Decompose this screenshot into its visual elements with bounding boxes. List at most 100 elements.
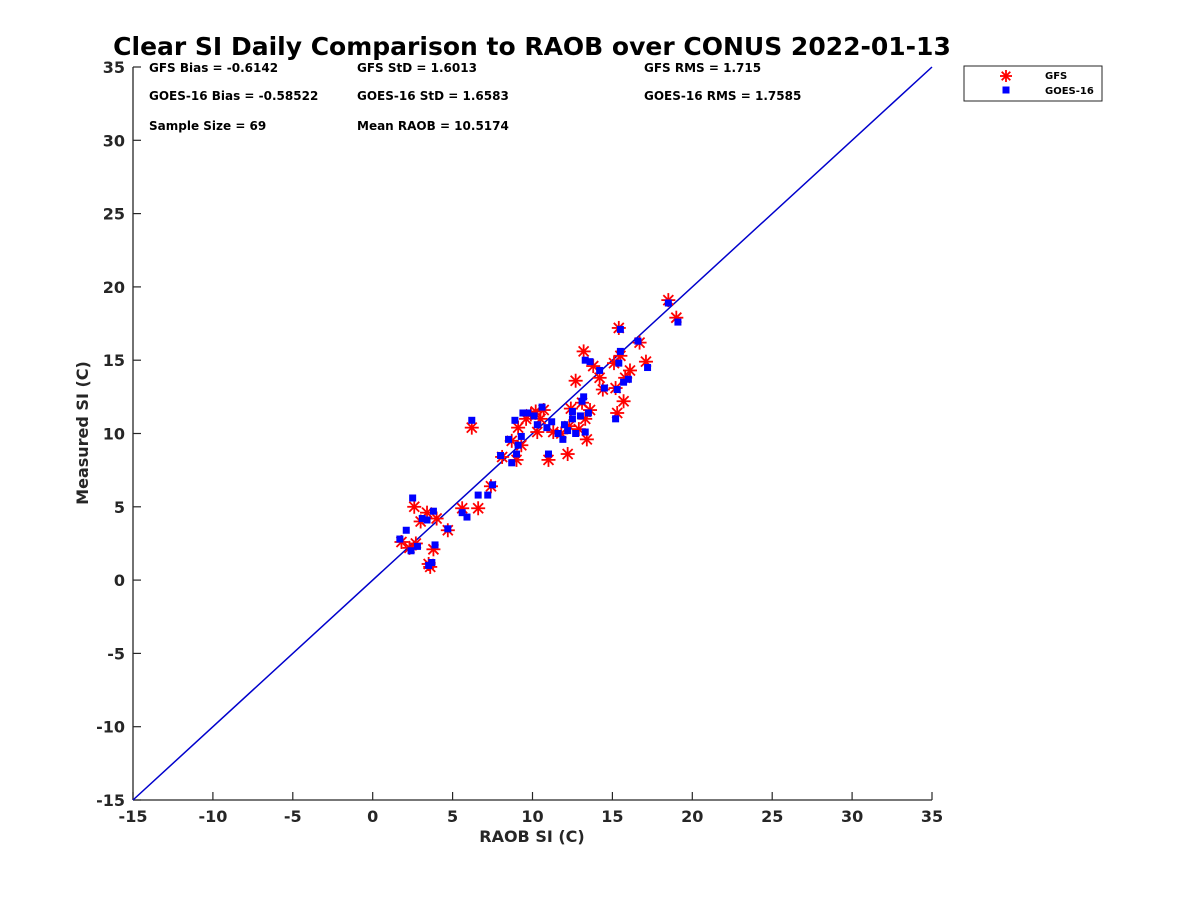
gfs-point — [407, 499, 422, 514]
goes16-point — [624, 375, 632, 383]
goes16-point — [505, 435, 513, 443]
gfs-point — [592, 370, 607, 385]
goes16-point — [413, 542, 421, 550]
legend-goes-label: GOES-16 — [1045, 86, 1094, 97]
goes16-point — [568, 415, 576, 423]
x-axis-label: RAOB SI (C) — [479, 827, 584, 846]
y-tick-label: 25 — [103, 205, 125, 224]
goes16-point — [474, 491, 482, 499]
goes16-point — [664, 299, 672, 307]
x-tick-label: 30 — [841, 807, 863, 826]
stat-goes-std: GOES-16 StD = 1.6583 — [357, 89, 509, 103]
goes16-point — [568, 408, 576, 416]
goes16-point — [423, 516, 431, 524]
goes16-point — [396, 535, 404, 543]
x-tick-label: 20 — [681, 807, 703, 826]
goes16-point — [418, 515, 426, 523]
goes16-point — [576, 412, 584, 420]
goes16-point — [560, 421, 568, 429]
goes16-point — [564, 427, 572, 435]
goes16-point — [580, 393, 588, 401]
y-tick-label: 35 — [103, 58, 125, 77]
y-tick-label: 5 — [114, 498, 125, 517]
goes16-point — [489, 481, 497, 489]
goes16-point — [613, 386, 621, 394]
goes16-point — [429, 507, 437, 515]
x-tick-label: -5 — [284, 807, 302, 826]
stat-gfs-rms: GFS RMS = 1.715 — [644, 61, 761, 75]
stat-goes-rms: GOES-16 RMS = 1.7585 — [644, 89, 801, 103]
goes16-point — [497, 451, 505, 459]
series-goes16 — [396, 299, 682, 569]
goes16-point — [428, 559, 436, 567]
one-to-one-reference-line — [132, 66, 933, 801]
x-tick-label: 35 — [921, 807, 943, 826]
goes16-point — [674, 318, 682, 326]
goes16-point — [634, 337, 642, 345]
goes16-point — [511, 416, 519, 424]
gfs-point — [560, 447, 575, 462]
stat-sample-size: Sample Size = 69 — [149, 119, 266, 133]
goes16-point — [519, 409, 527, 417]
y-axis-label: Measured SI (C) — [73, 361, 92, 505]
goes16-point — [463, 513, 471, 521]
goes16-point — [581, 356, 589, 364]
goes16-point — [468, 416, 476, 424]
goes16-point — [584, 409, 592, 417]
chart-title: Clear SI Daily Comparison to RAOB over C… — [113, 32, 951, 61]
y-tick-label: -10 — [96, 718, 125, 737]
plot-area: -15 -10 -5 0 5 10 15 20 25 30 35 -15 -10 -5 0 5 10 15 20 25… — [96, 58, 943, 826]
goes16-point — [484, 491, 492, 499]
x-tick-label: -15 — [119, 807, 148, 826]
goes16-point — [578, 397, 586, 405]
goes16-point — [586, 358, 594, 366]
goes16-point — [620, 378, 628, 386]
goes16-point — [402, 526, 410, 534]
x-tick-label: 0 — [367, 807, 378, 826]
goes16-point — [616, 325, 624, 333]
goes16-point — [544, 450, 552, 458]
x-tick-label: 5 — [447, 807, 458, 826]
goes16-point — [548, 418, 556, 426]
goes16-point — [409, 494, 417, 502]
goes16-point — [514, 441, 522, 449]
gfs-point — [471, 501, 486, 516]
goes16-point — [533, 421, 541, 429]
goes16-point — [530, 412, 538, 420]
stats-block: GFS Bias = -0.6142 GFS StD = 1.6013 GFS … — [149, 61, 801, 133]
goes16-point — [600, 384, 608, 392]
stat-mean-raob: Mean RAOB = 10.5174 — [357, 119, 509, 133]
axis-ticks: -15 -10 -5 0 5 10 15 20 25 30 35 -15 -10 -5 0 5 10 15 20 25… — [96, 58, 943, 826]
x-tick-label: 15 — [601, 807, 623, 826]
x-tick-label: 25 — [761, 807, 783, 826]
goes16-point — [508, 459, 516, 467]
gfs-point — [616, 394, 631, 409]
y-tick-label: 10 — [103, 425, 125, 444]
goes16-point — [543, 424, 551, 432]
goes16-point — [513, 450, 521, 458]
gfs-point — [429, 511, 444, 526]
legend-box — [963, 65, 1103, 102]
goes16-point — [559, 435, 567, 443]
y-tick-label: 20 — [103, 278, 125, 297]
gfs-point — [576, 344, 591, 359]
y-tick-label: 0 — [114, 571, 125, 590]
legend-goes-marker — [1002, 86, 1010, 94]
goes16-point — [431, 541, 439, 549]
y-tick-label: -15 — [96, 791, 125, 810]
goes16-point — [644, 364, 652, 372]
goes16-point — [615, 359, 623, 367]
gfs-point — [622, 363, 637, 378]
goes16-point — [517, 432, 525, 440]
y-tick-label: 15 — [103, 351, 125, 370]
y-tick-label: 30 — [103, 131, 125, 150]
legend-gfs-marker — [1000, 70, 1012, 82]
goes16-point — [596, 366, 604, 374]
y-tick-label: -5 — [107, 644, 125, 663]
stat-goes-bias: GOES-16 Bias = -0.58522 — [149, 89, 318, 103]
goes16-point — [581, 428, 589, 436]
legend: GFS GOES-16 — [963, 65, 1103, 102]
stat-gfs-bias: GFS Bias = -0.6142 — [149, 61, 278, 75]
goes16-point — [612, 415, 620, 423]
goes16-point — [407, 547, 415, 555]
